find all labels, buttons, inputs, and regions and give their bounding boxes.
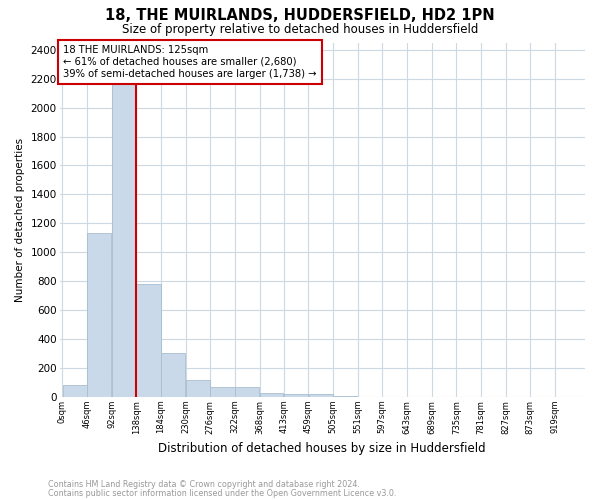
Bar xyxy=(308,394,333,397)
Text: Contains HM Land Registry data © Crown copyright and database right 2024.: Contains HM Land Registry data © Crown c… xyxy=(48,480,360,489)
Bar xyxy=(161,354,185,397)
Bar xyxy=(186,380,210,397)
Text: Contains public sector information licensed under the Open Government Licence v3: Contains public sector information licen… xyxy=(48,488,397,498)
X-axis label: Distribution of detached houses by size in Huddersfield: Distribution of detached houses by size … xyxy=(158,442,486,455)
Bar xyxy=(136,284,161,397)
Bar xyxy=(284,394,308,397)
Text: 18 THE MUIRLANDS: 125sqm
← 61% of detached houses are smaller (2,680)
39% of sem: 18 THE MUIRLANDS: 125sqm ← 61% of detach… xyxy=(64,46,317,78)
Text: 18, THE MUIRLANDS, HUDDERSFIELD, HD2 1PN: 18, THE MUIRLANDS, HUDDERSFIELD, HD2 1PN xyxy=(105,8,495,22)
Bar xyxy=(333,396,358,397)
Bar xyxy=(260,392,283,397)
Y-axis label: Number of detached properties: Number of detached properties xyxy=(15,138,25,302)
Text: Size of property relative to detached houses in Huddersfield: Size of property relative to detached ho… xyxy=(122,22,478,36)
Bar xyxy=(235,388,259,397)
Bar xyxy=(112,82,136,397)
Bar xyxy=(211,388,235,397)
Bar xyxy=(62,386,86,397)
Bar xyxy=(87,234,112,397)
